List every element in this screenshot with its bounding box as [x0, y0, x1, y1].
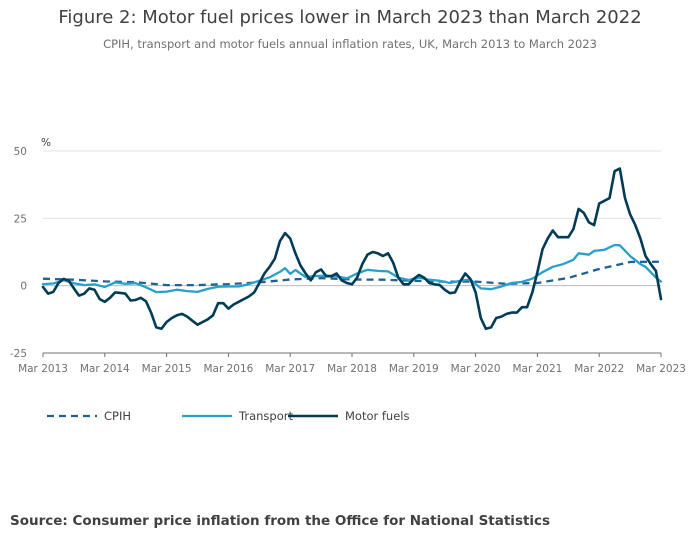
x-tick-label: Mar 2013	[18, 363, 68, 375]
legend-label-motor-fuels: Motor fuels	[345, 409, 410, 423]
y-tick-label: -25	[10, 348, 27, 360]
x-tick-label: Mar 2015	[142, 363, 192, 375]
series-line-cpih	[42, 260, 662, 287]
chart-title: Figure 2: Motor fuel prices lower in Mar…	[58, 7, 642, 28]
x-tick-label: Mar 2019	[389, 363, 439, 375]
y-axis: -25 0 25 50%	[10, 137, 51, 360]
y-tick-label: 0	[20, 281, 27, 293]
chart-subtitle: CPIH, transport and motor fuels annual i…	[103, 37, 597, 51]
x-tick-label: Mar 2023	[636, 363, 686, 375]
x-tick-label: Mar 2020	[451, 363, 501, 375]
x-tick-label: Mar 2018	[327, 363, 377, 375]
series-line-motor-fuels	[41, 167, 663, 331]
x-tick-label: Mar 2021	[512, 363, 562, 375]
gridlines	[43, 150, 661, 354]
series-line-transport	[41, 243, 663, 294]
y-tick-label: 50	[14, 146, 27, 158]
y-tick-label: 25	[14, 213, 27, 225]
legend-label-transport: Transport	[238, 409, 293, 423]
x-tick-label: Mar 2017	[265, 363, 315, 375]
x-tick-label: Mar 2016	[203, 363, 253, 375]
legend: CPIH Transport Motor fuels	[47, 409, 410, 423]
legend-label-cpih: CPIH	[104, 409, 131, 423]
x-tick-label: Mar 2022	[574, 363, 624, 375]
y-axis-label: %	[41, 137, 51, 149]
x-axis: Mar 2013 Mar 2014 Mar 2015 Mar 2016 Mar 2017…	[18, 352, 686, 375]
x-tick-label: Mar 2014	[80, 363, 130, 375]
series-lines	[41, 167, 663, 331]
source-note: Source: Consumer price inflation from th…	[10, 513, 551, 529]
